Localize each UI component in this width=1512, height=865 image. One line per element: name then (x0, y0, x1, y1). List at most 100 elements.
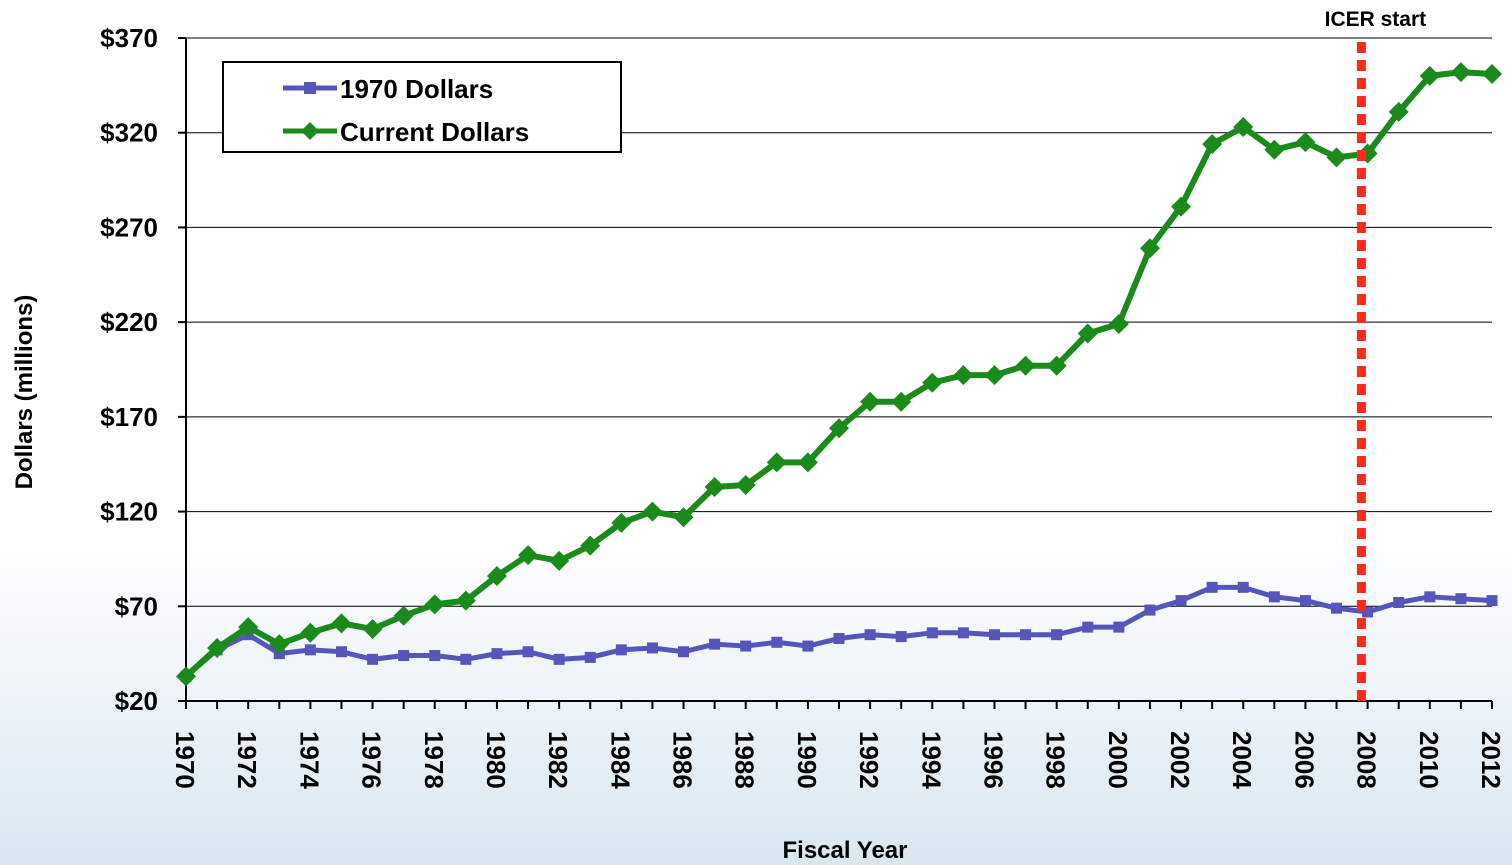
x-tick-label: 1990 (792, 731, 822, 789)
data-point (1082, 621, 1094, 633)
series-line (183, 69, 1493, 679)
data-point (393, 605, 414, 626)
data-point (553, 653, 565, 665)
data-point (1362, 606, 1374, 618)
y-tick-label: $170 (100, 402, 158, 432)
data-point (891, 391, 912, 412)
legend-marker-square (304, 82, 316, 94)
data-point (335, 646, 347, 658)
data-point (704, 476, 725, 497)
data-point (460, 653, 472, 665)
x-tick-label: 2002 (1165, 731, 1195, 789)
data-point (611, 512, 632, 533)
data-point (642, 501, 663, 522)
y-tick-label: $120 (100, 497, 158, 527)
data-point (1388, 101, 1409, 122)
icer-annotation: ICER start (1325, 8, 1427, 701)
series-lines (176, 62, 1502, 687)
data-point (300, 622, 321, 643)
data-point (1268, 591, 1280, 603)
data-point (1206, 581, 1218, 593)
data-point (304, 644, 316, 656)
x-tick-label: 2012 (1476, 731, 1506, 789)
data-point (1233, 117, 1254, 138)
data-point (957, 627, 969, 639)
y-tick-labels: $20 $70 $120 $170 $220 $270 $320 $370 (100, 23, 158, 716)
data-point (740, 640, 752, 652)
data-point (1331, 602, 1343, 614)
y-tick-label: $70 (115, 591, 158, 621)
data-point (1393, 596, 1405, 608)
data-point (1015, 355, 1036, 376)
data-point (1139, 238, 1160, 259)
data-point (797, 452, 818, 473)
data-point (207, 637, 228, 658)
data-point (522, 646, 534, 658)
data-point (269, 634, 290, 655)
icer-start-label: ICER start (1325, 8, 1427, 31)
data-point (802, 640, 814, 652)
data-point (1264, 139, 1285, 160)
data-point (1171, 196, 1192, 217)
data-point (362, 619, 383, 640)
data-point (673, 507, 694, 528)
x-tick-label: 1978 (419, 731, 449, 789)
data-point (1175, 595, 1187, 607)
data-point (922, 372, 943, 393)
data-point (238, 617, 259, 638)
legend: 1970 Dollars Current Dollars (222, 61, 622, 153)
data-point (1419, 65, 1440, 86)
data-point (953, 365, 974, 386)
x-tick-label: 2004 (1227, 731, 1257, 789)
x-tick-label: 1982 (543, 731, 573, 789)
x-tick-label: 1988 (730, 731, 760, 789)
data-point (1108, 314, 1129, 335)
x-tick-label: 2006 (1289, 731, 1319, 789)
data-point (429, 650, 441, 662)
data-point (864, 629, 876, 641)
x-tick-label: 1994 (916, 731, 946, 789)
legend-box (222, 61, 622, 153)
data-point (1077, 323, 1098, 344)
data-point (1326, 147, 1347, 168)
x-tick-label: 1974 (294, 731, 324, 789)
data-point (1424, 591, 1436, 603)
data-point (1455, 593, 1467, 605)
y-axis-title: Dollars (millions) (11, 295, 38, 490)
data-point (615, 644, 627, 656)
data-point (1486, 595, 1498, 607)
data-point (176, 666, 196, 687)
data-point (1482, 63, 1502, 84)
data-point (331, 613, 352, 634)
data-point (984, 365, 1005, 386)
x-tick-label: 1998 (1041, 731, 1071, 789)
data-point (926, 627, 938, 639)
data-point (735, 475, 756, 496)
data-point (1295, 132, 1316, 153)
y-tick-label: $220 (100, 307, 158, 337)
x-tick-labels: 1970 1972 1974 1976 1978 1980 1982 1984 1986 1988… (170, 731, 1506, 789)
series-current-dollars (176, 62, 1502, 687)
data-point (1020, 629, 1032, 641)
x-tick-label: 1970 (170, 731, 200, 789)
data-point (829, 418, 849, 439)
data-point (766, 452, 787, 473)
data-point (1113, 621, 1125, 633)
data-point (549, 550, 570, 571)
data-point (895, 631, 907, 643)
data-point (860, 391, 881, 412)
data-point (580, 535, 601, 556)
data-point (486, 565, 507, 586)
y-tick-label: $270 (100, 212, 158, 242)
data-point (1450, 62, 1471, 83)
x-tick-label: 1992 (854, 731, 884, 789)
data-point (1202, 134, 1223, 155)
data-point (1299, 595, 1311, 607)
data-point (646, 642, 658, 654)
data-point (709, 638, 721, 650)
y-tick-label: $320 (100, 118, 158, 148)
data-point (1237, 581, 1249, 593)
x-tick-label: 2000 (1103, 731, 1133, 789)
x-tick-label: 1986 (668, 731, 698, 789)
data-point (455, 590, 476, 611)
